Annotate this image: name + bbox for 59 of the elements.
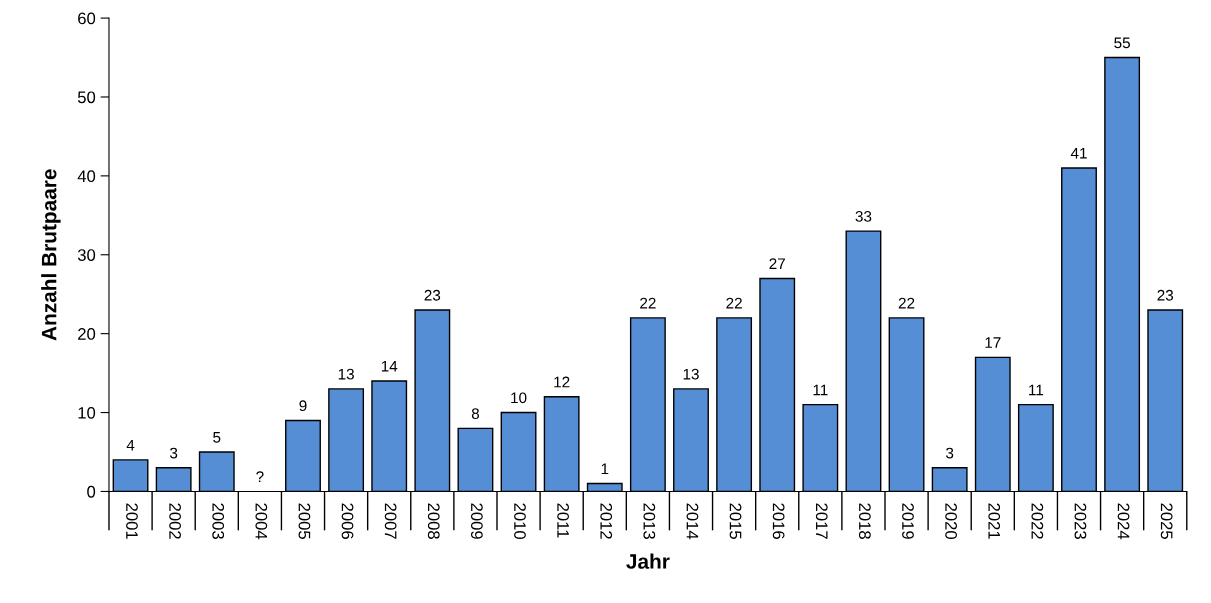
data-label: 12 xyxy=(554,376,570,388)
x-tick-label: 2002 xyxy=(169,503,181,539)
x-tick-label: 2008 xyxy=(427,503,440,539)
x-tick-label: 2017 xyxy=(815,503,828,539)
data-label: 1 xyxy=(601,463,609,475)
data-label: 41 xyxy=(1070,147,1087,159)
data-label: 55 xyxy=(1114,37,1130,49)
y-tick-label: 0 xyxy=(87,485,96,498)
data-label: 3 xyxy=(946,447,954,459)
data-label: 17 xyxy=(985,337,1001,348)
x-tick-label: 2024 xyxy=(1117,503,1130,540)
x-tick-label: 2021 xyxy=(988,503,1001,539)
data-label: 14 xyxy=(381,361,398,372)
x-tick-label: 2018 xyxy=(858,503,871,539)
data-label: 11 xyxy=(813,384,828,396)
data-label: 13 xyxy=(338,368,354,380)
x-tick-label: 2009 xyxy=(470,503,483,539)
x-tick-label: 2025 xyxy=(1160,503,1173,539)
data-label: 23 xyxy=(1157,289,1174,301)
x-tick-label: 2005 xyxy=(298,503,311,539)
x-tick-label: 2014 xyxy=(686,503,699,540)
x-tick-label: 2010 xyxy=(514,503,526,539)
data-label: 4 xyxy=(126,439,135,451)
x-axis-title: Jahr xyxy=(626,553,670,569)
data-label: 5 xyxy=(213,432,221,443)
x-tick-label: 2016 xyxy=(772,503,785,539)
data-label: 22 xyxy=(640,297,656,309)
data-label: 8 xyxy=(471,408,480,419)
x-tick-label: 2011 xyxy=(557,503,569,538)
x-tick-label: 2012 xyxy=(600,503,613,539)
x-tick-label: 2007 xyxy=(384,503,397,539)
y-tick-label: 20 xyxy=(78,328,96,340)
x-tick-label: 2015 xyxy=(729,503,742,539)
data-label: 13 xyxy=(683,368,699,380)
x-tick-label: 2023 xyxy=(1074,503,1087,539)
y-tick-label: 30 xyxy=(77,249,96,261)
data-label: 22 xyxy=(898,297,915,309)
y-tick-label: 10 xyxy=(78,406,96,419)
x-tick-label: 2006 xyxy=(341,503,354,539)
y-tick-label: 40 xyxy=(77,170,96,183)
x-tick-label: 2004 xyxy=(255,503,268,540)
data-label: 9 xyxy=(299,400,307,412)
x-tick-label: 2001 xyxy=(126,503,138,539)
y-tick-label: 50 xyxy=(77,91,96,104)
y-axis-title: Anzahl Brutpaare xyxy=(41,169,61,341)
data-label: 3 xyxy=(169,447,178,459)
data-label: 10 xyxy=(511,392,527,404)
data-label: 11 xyxy=(1029,384,1044,396)
y-tick-label: 60 xyxy=(78,12,96,25)
x-tick-label: 2019 xyxy=(902,503,914,539)
x-tick-label: 2022 xyxy=(1031,503,1044,539)
data-label: 22 xyxy=(726,297,742,309)
x-tick-label: 2003 xyxy=(212,503,225,539)
x-tick-label: 2013 xyxy=(643,503,656,539)
data-label: 33 xyxy=(855,210,872,222)
data-label: 27 xyxy=(769,258,785,269)
text: ? xyxy=(256,471,264,482)
x-tick-label: 2020 xyxy=(945,503,957,539)
data-label: 23 xyxy=(424,289,441,301)
